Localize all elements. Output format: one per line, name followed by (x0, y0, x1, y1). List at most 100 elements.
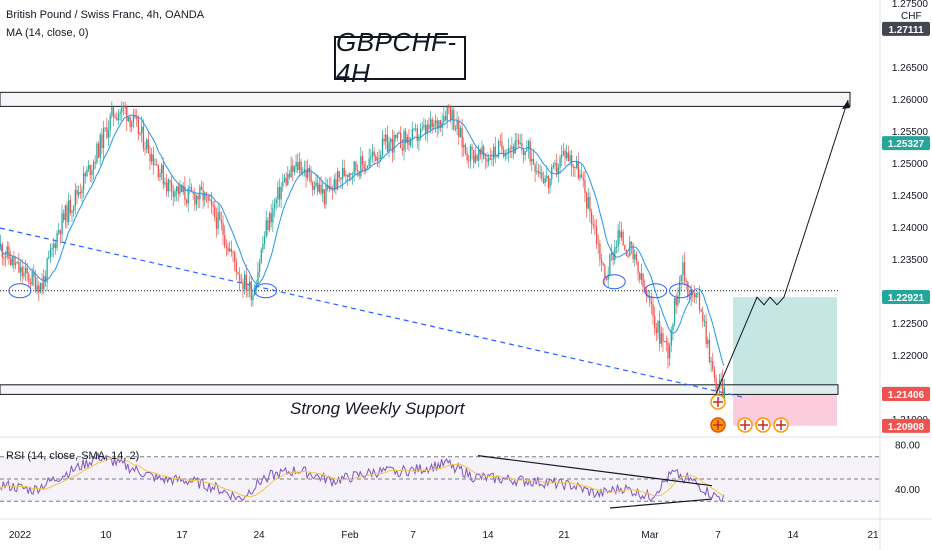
candle-body (720, 379, 722, 381)
candle-body (222, 223, 224, 236)
time-tick-label: 7 (410, 530, 416, 541)
candle-body (355, 161, 357, 171)
candle-body (439, 120, 442, 128)
candle-body (252, 295, 254, 301)
candle-body (300, 161, 302, 174)
candle-body (376, 157, 379, 161)
candle-body (723, 387, 726, 399)
candle-body (542, 178, 545, 184)
price-tick-label: 1.27500 (892, 0, 929, 10)
currency-label: CHF (901, 11, 922, 22)
candle-body (195, 195, 198, 205)
candle-body (343, 168, 345, 177)
chart-title-box: GBPCHF-4H (334, 27, 466, 88)
candle-body (272, 208, 274, 223)
support-annotation: Strong Weekly Support (290, 399, 465, 418)
candle-body (78, 191, 80, 195)
candle-body (589, 197, 591, 213)
candle-body (63, 213, 65, 221)
candle-body (327, 185, 329, 189)
candle-body (605, 278, 608, 280)
candle-body (566, 152, 568, 158)
rsi-trendline-lower (609, 498, 713, 509)
candle-body (665, 341, 667, 343)
candle-body (468, 159, 470, 161)
candle-body (307, 167, 309, 178)
candle-body (268, 213, 271, 231)
candle-body (614, 247, 616, 260)
candle-body (107, 129, 110, 138)
candle-body (582, 177, 584, 180)
candle-body (682, 262, 684, 275)
candle-body (315, 182, 317, 186)
candle-body (187, 188, 189, 204)
candle-body (234, 252, 236, 262)
candle-body (421, 127, 423, 129)
candle-body (162, 164, 164, 185)
candle-body (257, 271, 259, 285)
candle-body (111, 107, 113, 116)
candle-body (567, 152, 570, 162)
candle-body (585, 193, 588, 209)
candle-body (463, 144, 465, 148)
candle-body (8, 246, 10, 259)
candle-body (87, 165, 90, 170)
candle-body (224, 235, 226, 247)
price-label: 1.27111 (888, 25, 923, 36)
candle-body (336, 171, 339, 190)
time-tick-label: 10 (100, 530, 112, 541)
candle-body (200, 186, 203, 190)
price-label-bg (882, 418, 930, 433)
candle-body (385, 134, 387, 142)
candle-body (451, 110, 453, 121)
time-tick-label: 24 (253, 530, 265, 541)
rsi-indicator-label[interactable]: RSI (14, close, SMA, 14, 2) (6, 450, 140, 462)
candle-body (175, 186, 178, 192)
candle-body (504, 153, 506, 157)
candle-body (718, 380, 721, 388)
candle-body (26, 267, 28, 274)
time-tick-label: 14 (482, 530, 494, 541)
candle-body (293, 166, 296, 172)
candle-body (49, 249, 52, 258)
candle-body (488, 157, 490, 162)
candle-body (121, 105, 123, 113)
candle-body (514, 140, 516, 154)
candle-body (174, 191, 176, 197)
candle-body (351, 174, 354, 176)
candle-body (1, 244, 3, 258)
candle-body (341, 168, 344, 180)
candle-body (363, 164, 365, 171)
candle-body (713, 369, 716, 378)
candle-body (39, 283, 42, 293)
candle-body (190, 187, 193, 192)
candle-body (99, 134, 101, 158)
price-label-bg (882, 136, 930, 151)
candle-body (76, 189, 78, 195)
candle-body (292, 165, 294, 172)
swing-low-marker (254, 283, 278, 299)
ma-indicator-label[interactable]: MA (14, close, 0) (6, 27, 89, 39)
projection-path (715, 99, 849, 394)
candle-body (317, 182, 319, 192)
candle-body (48, 257, 50, 259)
candle-body (411, 129, 413, 139)
candle-body (4, 256, 7, 258)
candle-body (546, 175, 548, 179)
candle-body (54, 243, 57, 249)
price-tick-label: 1.26000 (892, 95, 929, 106)
time-tick-label: 17 (176, 530, 188, 541)
candle-body (494, 146, 496, 156)
candle-body (595, 226, 598, 244)
candle-body (137, 119, 140, 135)
candle-body (122, 105, 125, 108)
price-tick-label: 1.25000 (892, 159, 929, 170)
symbol-title[interactable]: British Pound / Swiss Franc, 4h, OANDA (6, 9, 205, 21)
price-tick-label: 1.23500 (892, 255, 929, 266)
candle-body (360, 156, 362, 177)
candle-body (152, 154, 155, 166)
candle-body (273, 203, 276, 209)
candle-body (366, 166, 369, 168)
candle-body (509, 148, 511, 150)
